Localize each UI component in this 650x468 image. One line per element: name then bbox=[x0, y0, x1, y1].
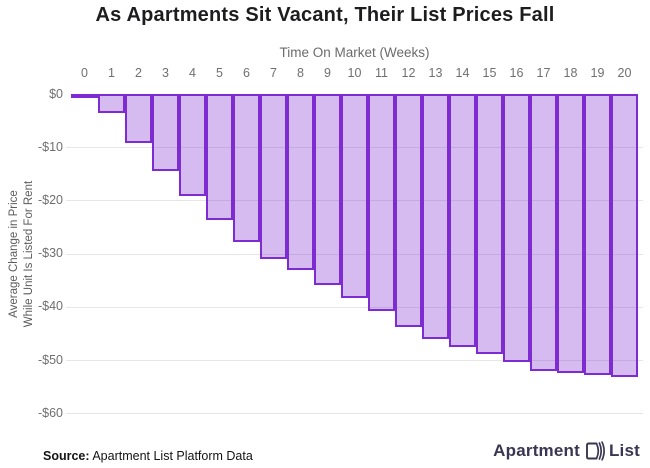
bar-week-15 bbox=[476, 94, 503, 355]
bar-week-0 bbox=[71, 94, 98, 98]
x-tick-label: 4 bbox=[189, 66, 196, 80]
bar-week-17 bbox=[530, 94, 557, 371]
bar-week-5 bbox=[206, 94, 233, 221]
bar-week-2 bbox=[125, 94, 152, 143]
gridline bbox=[66, 306, 643, 308]
x-tick-label: 1 bbox=[108, 66, 115, 80]
bar-week-19 bbox=[584, 94, 611, 376]
house-list-icon bbox=[584, 440, 605, 462]
x-tick-label: 10 bbox=[347, 66, 362, 80]
bar-week-9 bbox=[314, 94, 341, 285]
x-tick-label: 19 bbox=[590, 66, 605, 80]
source-text: Apartment List Platform Data bbox=[89, 449, 253, 463]
bar-week-16 bbox=[503, 94, 530, 363]
bar-week-13 bbox=[422, 94, 449, 339]
apartment-list-logo: Apartment List bbox=[493, 440, 640, 462]
gridline bbox=[66, 360, 643, 361]
gridline bbox=[66, 147, 643, 149]
y-tick-label: -$60 bbox=[37, 405, 63, 420]
bar-week-18 bbox=[557, 94, 584, 374]
x-tick-label: 3 bbox=[162, 66, 169, 80]
bar-week-12 bbox=[395, 94, 422, 327]
x-tick-label: 14 bbox=[455, 66, 470, 80]
y-tick-label: $0 bbox=[49, 86, 63, 101]
y-tick-label: -$40 bbox=[37, 299, 63, 314]
bar-week-8 bbox=[287, 94, 314, 270]
bar-week-14 bbox=[449, 94, 476, 347]
x-tick-label: 17 bbox=[536, 66, 551, 80]
y-tick-label: -$20 bbox=[37, 192, 63, 207]
bar-week-4 bbox=[179, 94, 206, 197]
plot-area bbox=[66, 94, 643, 418]
x-tick-label: 9 bbox=[324, 66, 331, 80]
bar-week-6 bbox=[233, 94, 260, 242]
x-tick-label: 15 bbox=[482, 66, 497, 80]
gridline bbox=[66, 253, 643, 255]
x-tick-label: 20 bbox=[617, 66, 632, 80]
x-axis-title: Time On Market (Weeks) bbox=[279, 45, 430, 60]
x-tick-label: 2 bbox=[135, 66, 142, 80]
chart-title: As Apartments Sit Vacant, Their List Pri… bbox=[95, 4, 555, 26]
bar-week-1 bbox=[98, 94, 125, 113]
x-tick-label: 13 bbox=[428, 66, 443, 80]
x-tick-label: 11 bbox=[375, 66, 388, 80]
y-tick-label: -$50 bbox=[37, 352, 63, 367]
x-tick-label: 8 bbox=[297, 66, 304, 80]
x-tick-label: 0 bbox=[81, 66, 88, 80]
bar-week-7 bbox=[260, 94, 287, 259]
logo-text-right: List bbox=[608, 441, 640, 460]
bar-week-10 bbox=[341, 94, 368, 298]
gridline bbox=[66, 200, 643, 202]
bar-week-3 bbox=[152, 94, 179, 172]
x-tick-label: 18 bbox=[563, 66, 578, 80]
x-tick-label: 12 bbox=[401, 66, 416, 80]
x-tick-label: 16 bbox=[509, 66, 524, 80]
gridline bbox=[66, 413, 643, 415]
x-tick-label: 5 bbox=[216, 66, 223, 80]
y-tick-label: -$10 bbox=[37, 139, 63, 154]
source-note: Source: Apartment List Platform Data bbox=[43, 449, 253, 463]
source-label: Source: bbox=[43, 449, 90, 463]
x-tick-label: 7 bbox=[270, 66, 277, 80]
y-tick-label: -$30 bbox=[37, 246, 63, 261]
x-tick-label: 6 bbox=[243, 66, 250, 80]
bar-week-11 bbox=[368, 94, 395, 312]
bar-week-20 bbox=[611, 94, 638, 377]
logo-text-left: Apartment bbox=[493, 441, 580, 460]
